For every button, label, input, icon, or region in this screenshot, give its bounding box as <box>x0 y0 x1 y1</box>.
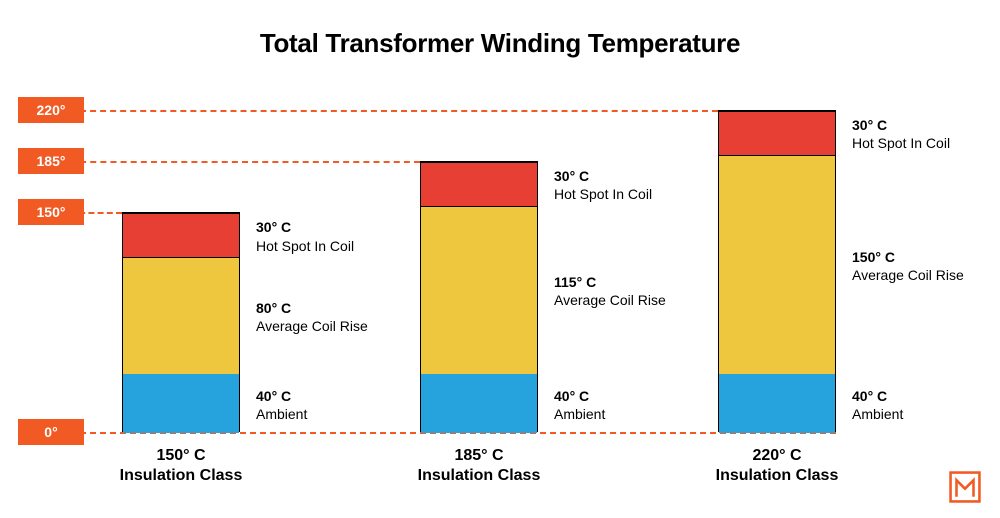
annotation-desc: Hot Spot In Coil <box>256 237 354 255</box>
x-axis-label: 150° CInsulation Class <box>91 446 271 486</box>
x-label-line1: 185° C <box>389 446 569 466</box>
bar-segment-avg_rise <box>421 206 537 374</box>
x-axis-label: 220° CInsulation Class <box>687 446 867 486</box>
annotation-desc: Ambient <box>852 405 903 423</box>
annotation-temp: 115° C <box>554 273 666 291</box>
annotation-desc: Hot Spot In Coil <box>554 185 652 203</box>
x-label-line2: Insulation Class <box>687 466 867 486</box>
bar <box>122 212 240 432</box>
reference-line <box>70 212 122 214</box>
segment-annotation: 30° CHot Spot In Coil <box>256 218 354 254</box>
annotation-desc: Hot Spot In Coil <box>852 134 950 152</box>
annotation-temp: 30° C <box>554 167 652 185</box>
reference-line <box>70 110 718 112</box>
bar-segment-hot_spot <box>123 213 239 257</box>
bar-segment-ambient <box>123 374 239 433</box>
segment-annotation: 40° CAmbient <box>554 387 605 423</box>
bar <box>420 161 538 432</box>
bar-segment-ambient <box>421 374 537 433</box>
bar-segment-hot_spot <box>719 111 835 155</box>
segment-annotation: 30° CHot Spot In Coil <box>852 116 950 152</box>
x-axis-label: 185° CInsulation Class <box>389 446 569 486</box>
segment-annotation: 80° CAverage Coil Rise <box>256 299 368 335</box>
x-label-line2: Insulation Class <box>389 466 569 486</box>
bar <box>718 110 836 432</box>
segment-annotation: 40° CAmbient <box>256 387 307 423</box>
bar-segment-hot_spot <box>421 162 537 206</box>
annotation-temp: 80° C <box>256 299 368 317</box>
x-label-line1: 150° C <box>91 446 271 466</box>
reference-line <box>70 161 420 163</box>
annotation-desc: Average Coil Rise <box>852 266 964 284</box>
annotation-temp: 30° C <box>256 218 354 236</box>
segment-annotation: 30° CHot Spot In Coil <box>554 167 652 203</box>
x-label-line1: 220° C <box>687 446 867 466</box>
segment-annotation: 115° CAverage Coil Rise <box>554 273 666 309</box>
annotation-desc: Ambient <box>256 405 307 423</box>
annotation-temp: 40° C <box>852 387 903 405</box>
segment-annotation: 40° CAmbient <box>852 387 903 423</box>
annotation-desc: Average Coil Rise <box>256 317 368 335</box>
annotation-temp: 30° C <box>852 116 950 134</box>
annotation-temp: 150° C <box>852 248 964 266</box>
brand-logo-icon <box>948 470 982 504</box>
annotation-desc: Ambient <box>554 405 605 423</box>
annotation-desc: Average Coil Rise <box>554 291 666 309</box>
bar-segment-ambient <box>719 374 835 433</box>
segment-annotation: 150° CAverage Coil Rise <box>852 248 964 284</box>
bar-segment-avg_rise <box>719 155 835 375</box>
annotation-temp: 40° C <box>256 387 307 405</box>
bar-segment-avg_rise <box>123 257 239 374</box>
stacked-bar-chart: 0°150°185°220°40° CAmbient80° CAverage C… <box>0 0 1000 518</box>
annotation-temp: 40° C <box>554 387 605 405</box>
x-label-line2: Insulation Class <box>91 466 271 486</box>
